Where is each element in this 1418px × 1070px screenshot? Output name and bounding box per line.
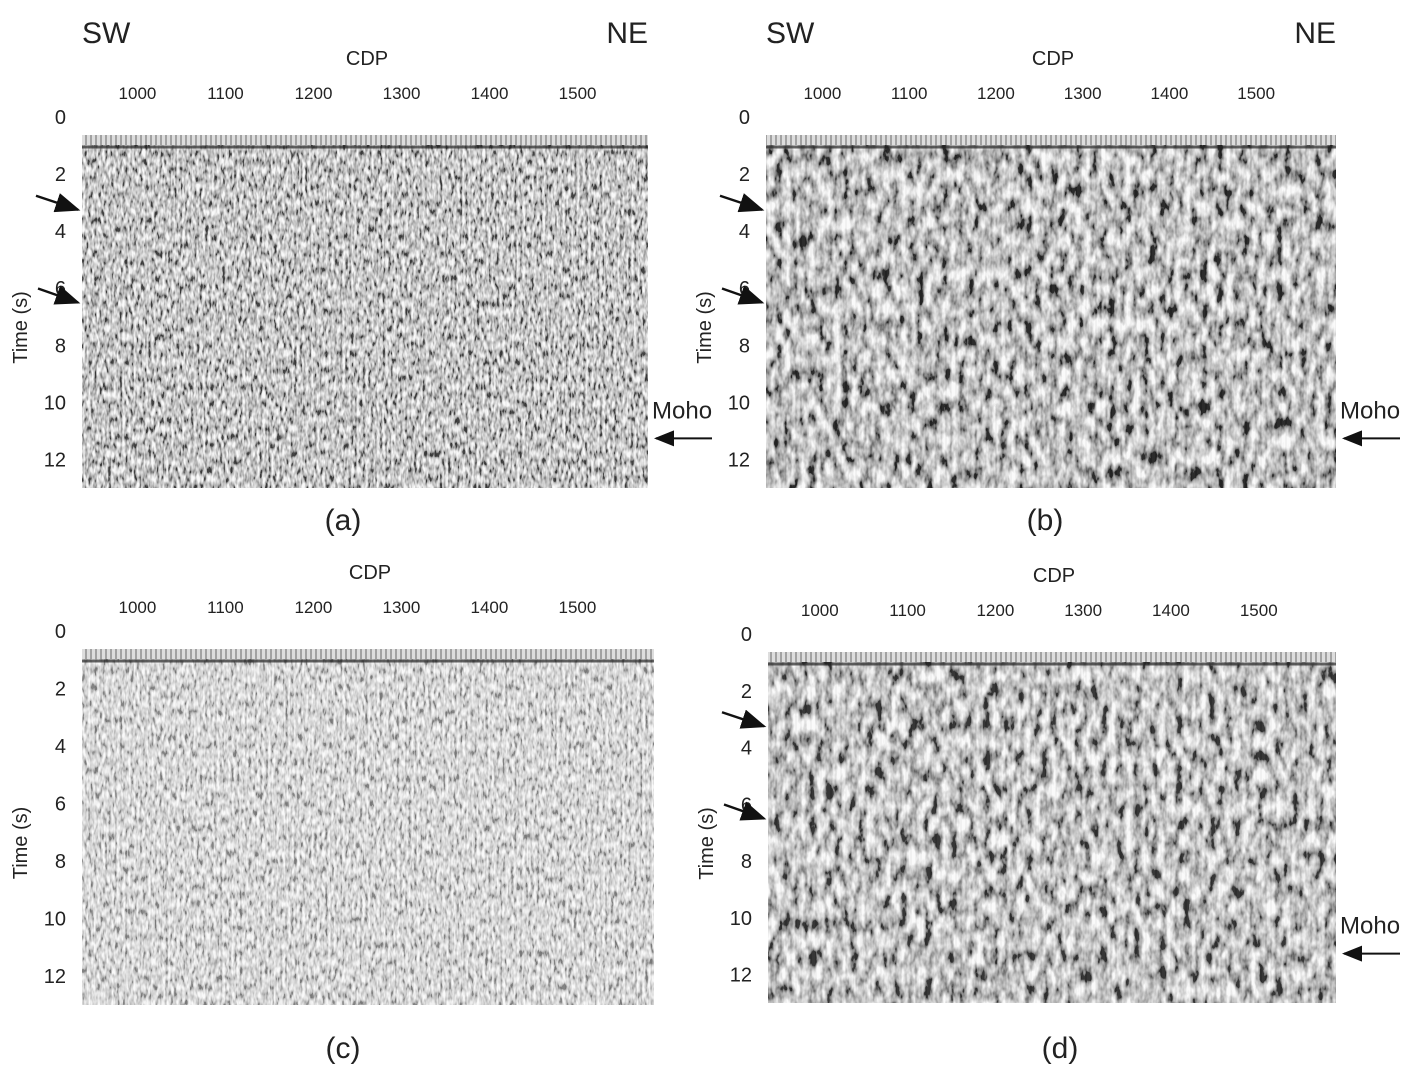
y-tick-label: 10 — [730, 908, 752, 930]
panel-label: (a) — [325, 504, 362, 537]
x-tick-label: 1400 — [1151, 84, 1189, 103]
trace-header — [766, 135, 1336, 145]
y-tick-label: 4 — [55, 221, 66, 243]
x-tick-label: 1500 — [1240, 601, 1278, 620]
arrow — [719, 193, 765, 213]
x-tick-label: 1100 — [891, 84, 928, 103]
x-axis-title: CDP — [1033, 565, 1075, 587]
x-tick-label: 1000 — [119, 84, 157, 103]
panel-label: (d) — [1042, 1032, 1079, 1065]
panel: 1000 1100 1200 1300 1400 1500 0 2 4 6 8 10 12 CDP Time… — [10, 562, 654, 1065]
y-tick-label: 8 — [741, 851, 752, 873]
y-tick-label: 0 — [55, 621, 66, 643]
arrow — [723, 801, 767, 821]
x-tick-label: 1500 — [559, 598, 597, 617]
annotation: Moho — [652, 397, 712, 424]
x-tick-label: 1400 — [471, 598, 509, 617]
y-axis-title: Time (s) — [696, 807, 718, 880]
x-tick-label: 1200 — [976, 601, 1014, 620]
x-tick-label: 1000 — [803, 84, 841, 103]
y-axis-title: Time (s) — [10, 291, 32, 364]
y-tick-label: 10 — [44, 909, 66, 931]
x-tick-label: 1300 — [383, 598, 421, 617]
x-axis-title: CDP — [1032, 48, 1074, 70]
x-tick-label: 1400 — [1152, 601, 1190, 620]
y-tick-label: 2 — [55, 164, 66, 186]
y-tick-label: 2 — [741, 681, 752, 703]
y-tick-label: 10 — [44, 392, 66, 414]
y-tick-label: 4 — [55, 736, 66, 758]
x-axis-title: CDP — [346, 48, 388, 70]
y-tick-label: 0 — [55, 107, 66, 129]
x-tick-label: 1200 — [295, 84, 333, 103]
x-axis-title: CDP — [349, 562, 391, 584]
panel: 1000 1100 1200 1300 1400 1500024681012CDPTime… — [694, 17, 1400, 537]
y-tick-label: 12 — [44, 449, 66, 471]
panel-label: (c) — [326, 1032, 361, 1065]
x-tick-label: 1400 — [471, 84, 509, 103]
y-axis-title: Time (s) — [694, 291, 716, 364]
y-tick-label: 8 — [55, 851, 66, 873]
seismic-stripes — [82, 145, 648, 488]
x-tick-label: 1200 — [295, 598, 333, 617]
panel-label: (b) — [1027, 504, 1064, 537]
y-tick-label: 8 — [55, 335, 66, 357]
arrow — [721, 709, 767, 729]
seismic-stripes — [82, 659, 654, 1005]
y-tick-label: 12 — [730, 965, 752, 987]
x-tick-label: 1500 — [559, 84, 597, 103]
x-tick-label: 1100 — [207, 598, 244, 617]
arrow — [37, 285, 81, 305]
seismic-stripes — [766, 145, 1336, 488]
direction-label: SW — [766, 17, 815, 50]
arrow — [721, 285, 765, 305]
direction-label: SW — [82, 17, 131, 50]
y-tick-label: 0 — [741, 624, 752, 646]
trace-header — [82, 135, 648, 145]
trace-header — [82, 649, 654, 659]
y-tick-label: 8 — [739, 335, 750, 357]
annotation: Moho — [1340, 397, 1400, 424]
x-tick-label: 1300 — [1064, 84, 1102, 103]
y-tick-label: 10 — [728, 392, 750, 414]
seismic-stripes — [768, 662, 1336, 1003]
x-tick-label: 1100 — [889, 601, 926, 620]
trace-header — [768, 652, 1336, 662]
x-tick-label: 1300 — [1064, 601, 1102, 620]
y-tick-label: 12 — [728, 449, 750, 471]
x-tick-label: 1200 — [977, 84, 1015, 103]
direction-label: NE — [606, 17, 648, 50]
y-tick-label: 2 — [739, 164, 750, 186]
x-tick-label: 1000 — [801, 601, 839, 620]
x-tick-label: 1500 — [1237, 84, 1275, 103]
y-axis-title: Time (s) — [10, 807, 32, 880]
y-tick-label: 4 — [741, 738, 752, 760]
y-tick-label: 0 — [739, 107, 750, 129]
panel: 1000 1100 1200 1300 1400 1500024681012CDPTime… — [696, 565, 1400, 1065]
x-tick-label: 1000 — [119, 598, 157, 617]
y-tick-label: 12 — [44, 966, 66, 988]
panel: 1000 1100 1200 1300 1400 1500024681012CDPTime… — [10, 17, 712, 537]
y-tick-label: 4 — [739, 221, 750, 243]
annotation: Moho — [1340, 913, 1400, 940]
x-tick-label: 1300 — [383, 84, 421, 103]
arrow — [35, 193, 81, 213]
y-tick-label: 2 — [55, 679, 66, 701]
direction-label: NE — [1294, 17, 1336, 50]
y-tick-label: 6 — [55, 794, 66, 816]
x-tick-label: 1100 — [207, 84, 244, 103]
